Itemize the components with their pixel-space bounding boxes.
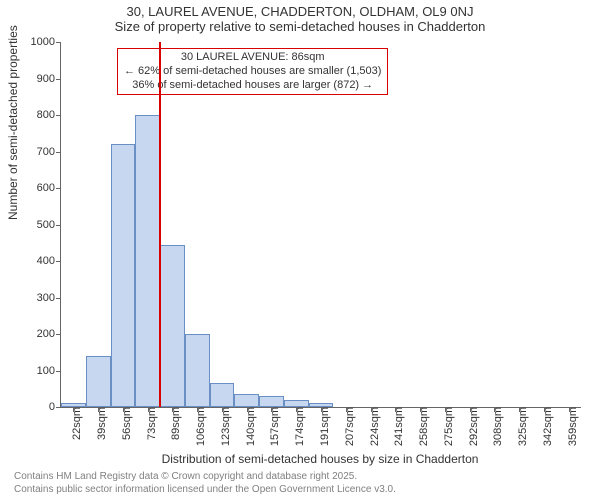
x-tick-label: 207sqm [340,407,356,446]
x-axis-label: Distribution of semi-detached houses by … [60,452,580,466]
footer-line-2: Contains public sector information licen… [14,484,396,497]
x-tick-label: 325sqm [513,407,529,446]
x-tick-label: 140sqm [241,407,257,446]
x-tick-label: 22sqm [67,407,83,440]
y-tick-mark [56,334,61,335]
x-tick-label: 123sqm [216,407,232,446]
y-tick-mark [56,152,61,153]
y-tick-mark [56,298,61,299]
x-tick-label: 56sqm [117,407,133,440]
histogram-bar [111,144,136,407]
x-tick-label: 39sqm [92,407,108,440]
y-tick-mark [56,371,61,372]
plot-area: 30 LAUREL AVENUE: 86sqm ← 62% of semi-de… [60,42,581,408]
x-tick-label: 157sqm [265,407,281,446]
y-tick-label: 900 [15,73,61,85]
histogram-bar [86,356,111,407]
x-tick-label: 224sqm [365,407,381,446]
title-line-1: 30, LAUREL AVENUE, CHADDERTON, OLDHAM, O… [0,0,600,19]
histogram-bar [259,396,284,407]
y-tick-mark [56,225,61,226]
x-tick-label: 106sqm [191,407,207,446]
x-tick-label: 73sqm [142,407,158,440]
annotation-line-3: 36% of semi-detached houses are larger (… [124,79,381,93]
y-tick-label: 700 [15,146,61,158]
y-tick-mark [56,261,61,262]
y-tick-label: 1000 [15,36,61,48]
footer-attribution: Contains HM Land Registry data © Crown c… [14,471,396,496]
y-tick-mark [56,188,61,189]
annotation-box: 30 LAUREL AVENUE: 86sqm ← 62% of semi-de… [117,48,388,95]
chart-container: 30, LAUREL AVENUE, CHADDERTON, OLDHAM, O… [0,0,600,500]
x-tick-label: 258sqm [414,407,430,446]
x-tick-label: 275sqm [439,407,455,446]
x-tick-label: 174sqm [290,407,306,446]
y-tick-label: 100 [15,365,61,377]
y-tick-mark [56,79,61,80]
x-tick-label: 292sqm [464,407,480,446]
title-line-2: Size of property relative to semi-detach… [0,19,600,36]
y-tick-label: 400 [15,255,61,267]
x-tick-label: 342sqm [538,407,554,446]
histogram-bar [160,245,185,407]
y-tick-label: 600 [15,182,61,194]
y-tick-mark [56,42,61,43]
x-tick-label: 308sqm [488,407,504,446]
annotation-line-1: 30 LAUREL AVENUE: 86sqm [124,51,381,65]
histogram-bar [135,115,160,407]
y-tick-label: 800 [15,109,61,121]
reference-marker-line [159,42,161,407]
y-tick-label: 300 [15,292,61,304]
y-tick-mark [56,407,61,408]
histogram-bar [185,334,210,407]
annotation-line-2: ← 62% of semi-detached houses are smalle… [124,65,381,79]
x-tick-label: 191sqm [315,407,331,446]
y-tick-label: 500 [15,219,61,231]
y-tick-label: 200 [15,328,61,340]
footer-line-1: Contains HM Land Registry data © Crown c… [14,471,396,484]
x-tick-label: 241sqm [389,407,405,446]
x-tick-label: 89sqm [166,407,182,440]
x-tick-label: 359sqm [563,407,579,446]
histogram-bar [234,394,259,407]
y-tick-mark [56,115,61,116]
y-tick-label: 0 [15,401,61,413]
histogram-bar [210,383,235,407]
